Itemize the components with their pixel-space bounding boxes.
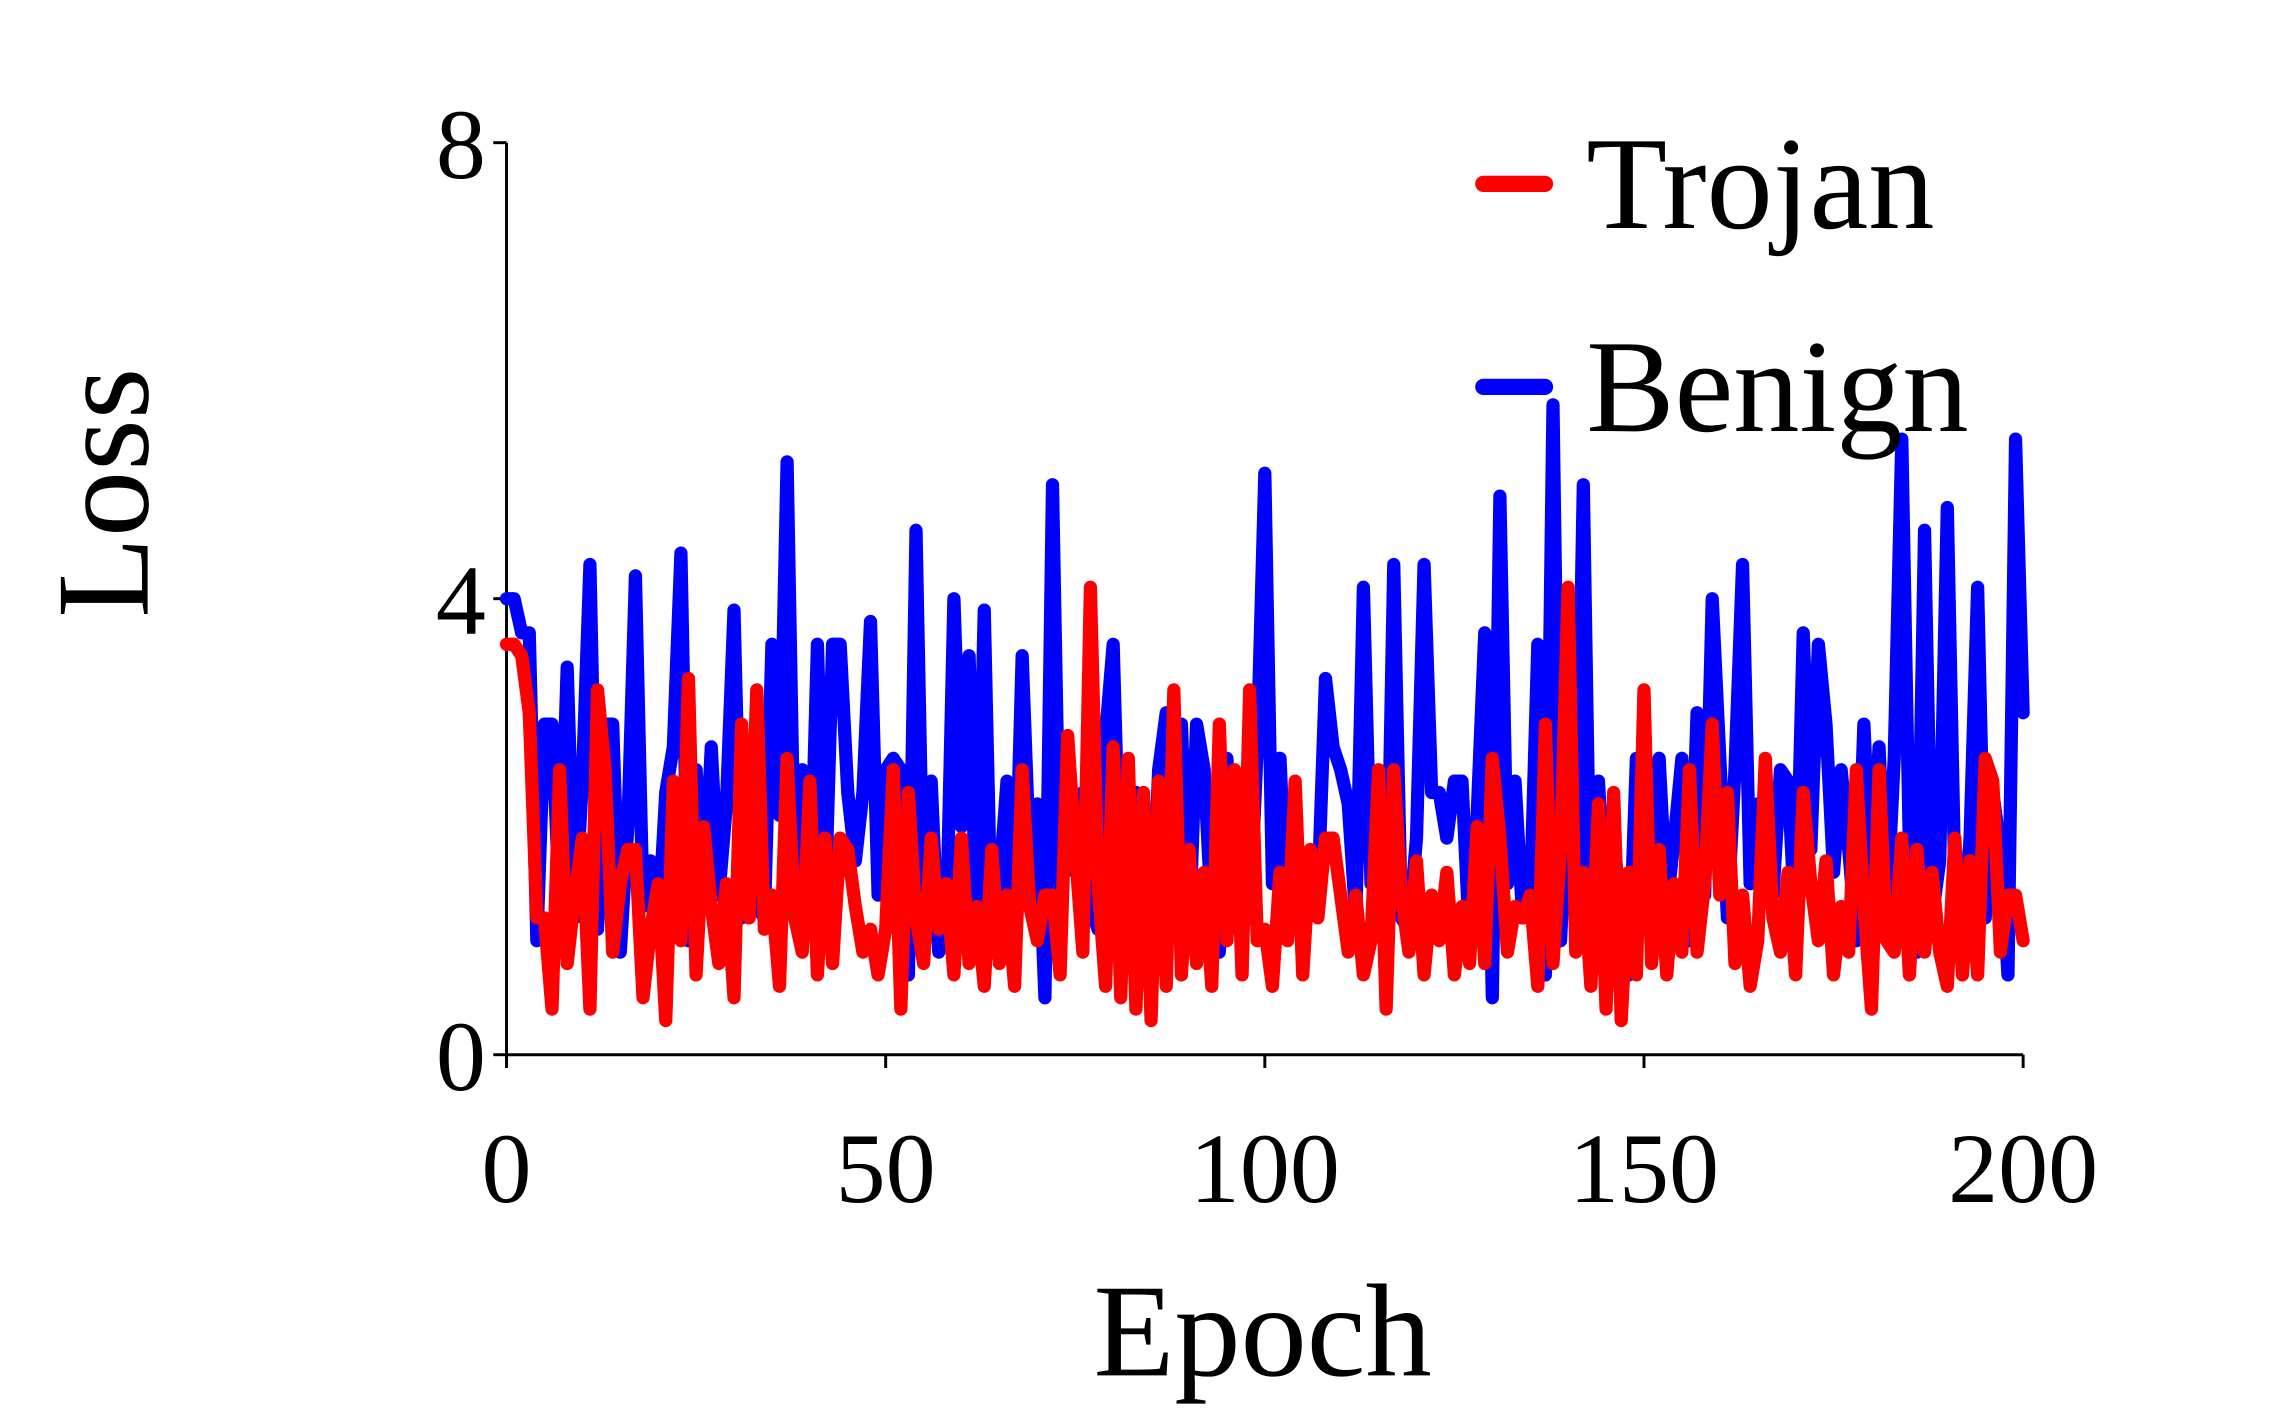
legend-label: Benign (1586, 313, 1968, 460)
series-line (499, 580, 2030, 1028)
x-tick-label: 0 (482, 1113, 532, 1224)
x-axis-label: Epoch (1094, 1257, 1432, 1404)
y-tick-label: 8 (436, 89, 486, 200)
x-tick-label: 50 (836, 1113, 936, 1224)
x-tick-label: 100 (1190, 1113, 1340, 1224)
x-tick-label: 150 (1569, 1113, 1719, 1224)
legend-label: Trojan (1586, 110, 1934, 257)
y-tick-label: 4 (436, 545, 486, 656)
y-tick-label: 0 (436, 1001, 486, 1112)
x-tick-label: 200 (1948, 1113, 2098, 1224)
y-axis-label: Loss (30, 368, 177, 618)
